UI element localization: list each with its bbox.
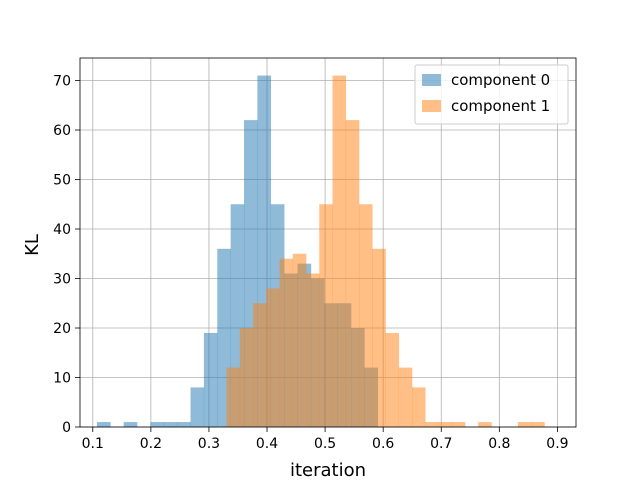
histogram-bar-series-1 <box>279 258 294 427</box>
histogram-bar-series-1 <box>517 422 532 427</box>
y-tick-label: 30 <box>53 272 71 288</box>
histogram-bar-series-0 <box>163 422 178 427</box>
legend: component 0 component 1 <box>414 64 569 125</box>
legend-box <box>414 64 569 125</box>
y-tick-label: 50 <box>53 173 71 189</box>
x-tick-label: 0.5 <box>314 436 336 452</box>
legend-label: component 0 <box>451 71 550 89</box>
y-axis-label: KL <box>22 234 43 256</box>
x-tick-label: 0.9 <box>546 436 568 452</box>
histogram-bar-series-0 <box>123 422 138 427</box>
x-tick-label: 0.6 <box>372 436 394 452</box>
y-tick-label: 70 <box>53 74 71 90</box>
x-tick-label: 0.8 <box>488 436 510 452</box>
histogram-bar-series-1 <box>438 422 453 427</box>
histogram-bar-series-1 <box>239 328 254 427</box>
x-tick-label: 0.4 <box>256 436 278 452</box>
histogram-bar-series-1 <box>359 204 373 427</box>
y-tick-label: 0 <box>62 420 71 436</box>
y-tick-label: 40 <box>53 222 71 238</box>
histogram-bar-series-1 <box>425 422 439 427</box>
y-tick-label: 10 <box>53 371 71 387</box>
x-axis-label: iteration <box>290 460 366 480</box>
bars-layer <box>96 75 545 428</box>
histogram-bar-series-1 <box>451 422 466 427</box>
histogram-bar-series-1 <box>226 367 241 427</box>
legend-swatch <box>422 74 441 86</box>
legend-swatch <box>422 100 441 112</box>
x-tick-label: 0.7 <box>430 436 452 452</box>
histogram-bar-series-1 <box>372 248 386 427</box>
histogram-bar-series-1 <box>266 288 280 427</box>
histogram-bar-series-0 <box>190 387 205 427</box>
histogram-bar-series-1 <box>478 422 492 427</box>
legend-label: component 1 <box>451 97 550 115</box>
histogram-bar-series-1 <box>411 387 426 427</box>
plot-frame <box>79 57 577 428</box>
ticks-layer: 0.1 0.2 0.3 0.4 0.5 0.6 0.7 0.8 0.9 0 10 20 30 40 50 60… <box>53 74 568 452</box>
x-tick-label: 0.1 <box>82 436 104 452</box>
histogram-bar-series-1 <box>319 204 333 427</box>
histogram-bar-series-0 <box>96 422 111 427</box>
x-tick-label: 0.2 <box>140 436 162 452</box>
histogram-bar-series-1 <box>253 303 267 427</box>
histogram-bar-series-1 <box>385 332 400 427</box>
histogram-bar-series-0 <box>150 422 165 427</box>
y-tick-label: 20 <box>53 321 71 337</box>
axes-frame <box>79 57 577 428</box>
histogram-bar-series-0 <box>177 422 191 427</box>
histogram-bar-series-1 <box>345 120 360 427</box>
x-tick-label: 0.3 <box>198 436 220 452</box>
y-tick-label: 60 <box>53 123 71 139</box>
histogram-bar-series-0 <box>203 332 218 427</box>
histogram-bar-series-1 <box>306 273 320 427</box>
histogram-bar-series-1 <box>292 253 307 427</box>
histogram-bar-series-1 <box>531 422 545 427</box>
histogram-bar-series-1 <box>398 367 413 427</box>
histogram-bar-series-1 <box>332 75 347 428</box>
